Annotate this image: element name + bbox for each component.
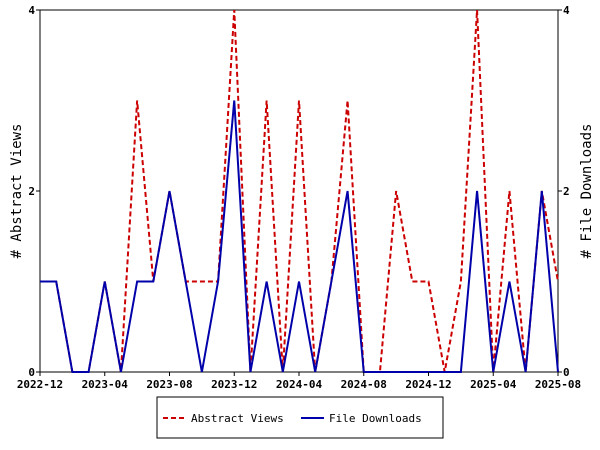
x-tick-label: 2022-12 <box>17 378 63 391</box>
plot-frame <box>39 9 559 373</box>
x-tick-label: 2025-04 <box>470 378 517 391</box>
x-tick-label: 2023-04 <box>82 378 129 391</box>
y-axis-left: 0 2 4 <box>28 4 40 379</box>
legend-label: File Downloads <box>329 412 422 425</box>
series-line-abstract-views <box>40 9 559 373</box>
plot-area <box>39 9 559 373</box>
x-tick-label: 2023-08 <box>146 378 192 391</box>
series-layer <box>40 9 559 373</box>
legend-label: Abstract Views <box>191 412 284 425</box>
y-axis-right-title: # File Downloads <box>579 124 595 259</box>
x-tick-label: 2024-08 <box>341 378 387 391</box>
y-right-tick-label: 4 <box>563 4 570 17</box>
y-axis-right: 0 2 4 <box>558 4 570 379</box>
y-left-tick-label: 4 <box>28 4 35 17</box>
x-tick-label: 2024-12 <box>405 378 451 391</box>
x-tick-label: 2025-08 <box>535 378 581 391</box>
x-axis: 2022-12 2023-04 2023-08 2023-12 2024-04 2024-… <box>17 372 581 391</box>
y-left-tick-label: 0 <box>28 366 35 379</box>
legend-box <box>156 396 444 439</box>
y-right-tick-label: 2 <box>563 185 570 198</box>
x-tick-label: 2024-04 <box>276 378 323 391</box>
y-axis-left-title: # Abstract Views <box>9 124 25 259</box>
legend: Abstract Views File Downloads <box>156 396 444 439</box>
y-right-tick-label: 0 <box>563 366 570 379</box>
y-left-tick-label: 2 <box>28 185 35 198</box>
x-tick-label: 2023-12 <box>211 378 257 391</box>
series-line-file-downloads <box>40 100 559 373</box>
